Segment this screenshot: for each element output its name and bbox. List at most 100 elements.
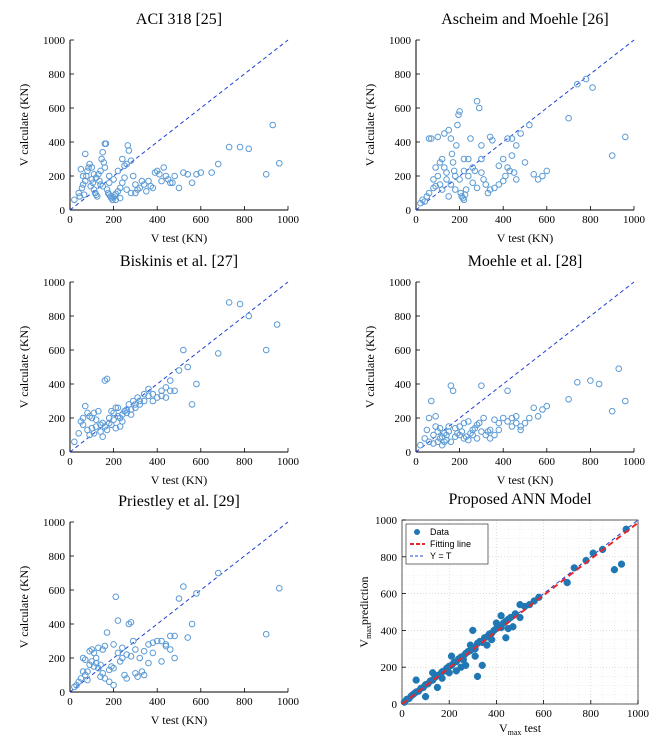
reference-line: [415, 281, 635, 453]
data-point: [188, 401, 196, 408]
data-point: [486, 133, 494, 141]
data-point: [90, 649, 98, 657]
data-point: [145, 659, 152, 667]
data-point: [149, 639, 157, 647]
x-tick-label: 400: [149, 456, 166, 468]
legend-label-ref: Y = T: [430, 551, 452, 561]
data-point: [225, 143, 233, 151]
data-point: [443, 176, 450, 183]
data-point: [438, 186, 446, 193]
data-point: [166, 377, 174, 384]
data-point: [509, 623, 517, 631]
data-point: [97, 421, 104, 429]
data-point: [482, 181, 490, 188]
data-point: [84, 409, 91, 417]
data-point: [504, 135, 511, 142]
data-point: [97, 661, 104, 669]
data-point: [504, 418, 511, 425]
data-point: [162, 172, 170, 180]
data-point: [508, 414, 516, 422]
x-tick-label: 600: [193, 214, 210, 226]
data-point: [105, 179, 113, 187]
x-tick-label: 1000: [623, 456, 646, 468]
data-point: [504, 387, 511, 395]
legend: Data Fitting line Y = T: [405, 523, 489, 565]
chart-title: Priestley et al. [29]: [118, 493, 240, 510]
data-point: [275, 159, 283, 167]
data-point: [517, 130, 524, 137]
data-point: [75, 678, 83, 686]
x-axis-label: V test (KN): [151, 713, 207, 727]
data-point: [462, 433, 470, 441]
y-tick-label: 400: [395, 137, 412, 149]
data-point: [434, 428, 442, 435]
y-tick-label: 400: [395, 379, 412, 391]
data-point: [136, 397, 144, 405]
data-point: [495, 181, 503, 188]
data-point: [188, 620, 196, 628]
data-point: [184, 634, 192, 641]
data-point: [138, 177, 146, 185]
data-point: [114, 649, 122, 657]
data-point: [482, 431, 490, 439]
data-point: [441, 438, 448, 446]
data-point: [539, 172, 546, 180]
data-point: [119, 654, 126, 662]
data-point: [225, 299, 233, 306]
x-tick-label: 400: [149, 696, 166, 708]
y-axis-label: V calculate (KN): [363, 84, 377, 166]
data-point: [445, 423, 453, 430]
data-point: [466, 641, 475, 649]
data-point: [153, 167, 161, 175]
data-point: [459, 194, 467, 202]
data-point: [469, 179, 476, 187]
data-point: [443, 431, 450, 439]
data-point: [412, 676, 420, 684]
data-point: [125, 147, 133, 154]
plot-frame: [401, 519, 639, 705]
data-point: [197, 169, 205, 176]
data-point: [99, 433, 106, 441]
data-point: [84, 167, 91, 175]
data-point: [110, 681, 117, 689]
data-point: [456, 423, 463, 430]
data-point: [512, 176, 520, 183]
data-point: [478, 142, 485, 149]
data-point: [103, 375, 111, 383]
data-point: [129, 397, 137, 405]
y-tick-label: 600: [395, 103, 412, 115]
data-point: [116, 194, 124, 202]
data-point: [105, 414, 113, 422]
data-point: [262, 630, 270, 638]
data-point: [530, 404, 538, 412]
chart-title: Proposed ANN Model: [448, 491, 592, 508]
data-point: [497, 612, 505, 620]
data-point: [153, 637, 161, 645]
y-axis-label: V calculate (KN): [17, 326, 31, 408]
data-point: [145, 385, 152, 393]
x-tick-label: 1000: [627, 708, 650, 720]
data-point: [441, 164, 448, 171]
data-point: [110, 641, 117, 648]
data-point: [465, 418, 472, 425]
data-point: [436, 424, 444, 432]
data-point: [79, 668, 87, 675]
data-point: [421, 692, 430, 701]
data-point: [180, 346, 187, 354]
data-point: [79, 172, 87, 180]
data-point: [432, 182, 439, 190]
data-point: [88, 164, 96, 171]
data-point: [445, 669, 453, 677]
data-point: [465, 436, 472, 444]
data-point: [129, 637, 137, 645]
data-point: [563, 578, 571, 587]
x-axis-label: V test (KN): [497, 231, 553, 245]
data-point: [98, 155, 105, 163]
data-point: [138, 668, 146, 675]
data-point: [262, 171, 270, 178]
data-point: [92, 174, 100, 181]
data-point: [89, 179, 97, 187]
data-point: [521, 419, 529, 427]
data-point: [134, 394, 141, 401]
y-tick-label: 1000: [43, 35, 66, 47]
